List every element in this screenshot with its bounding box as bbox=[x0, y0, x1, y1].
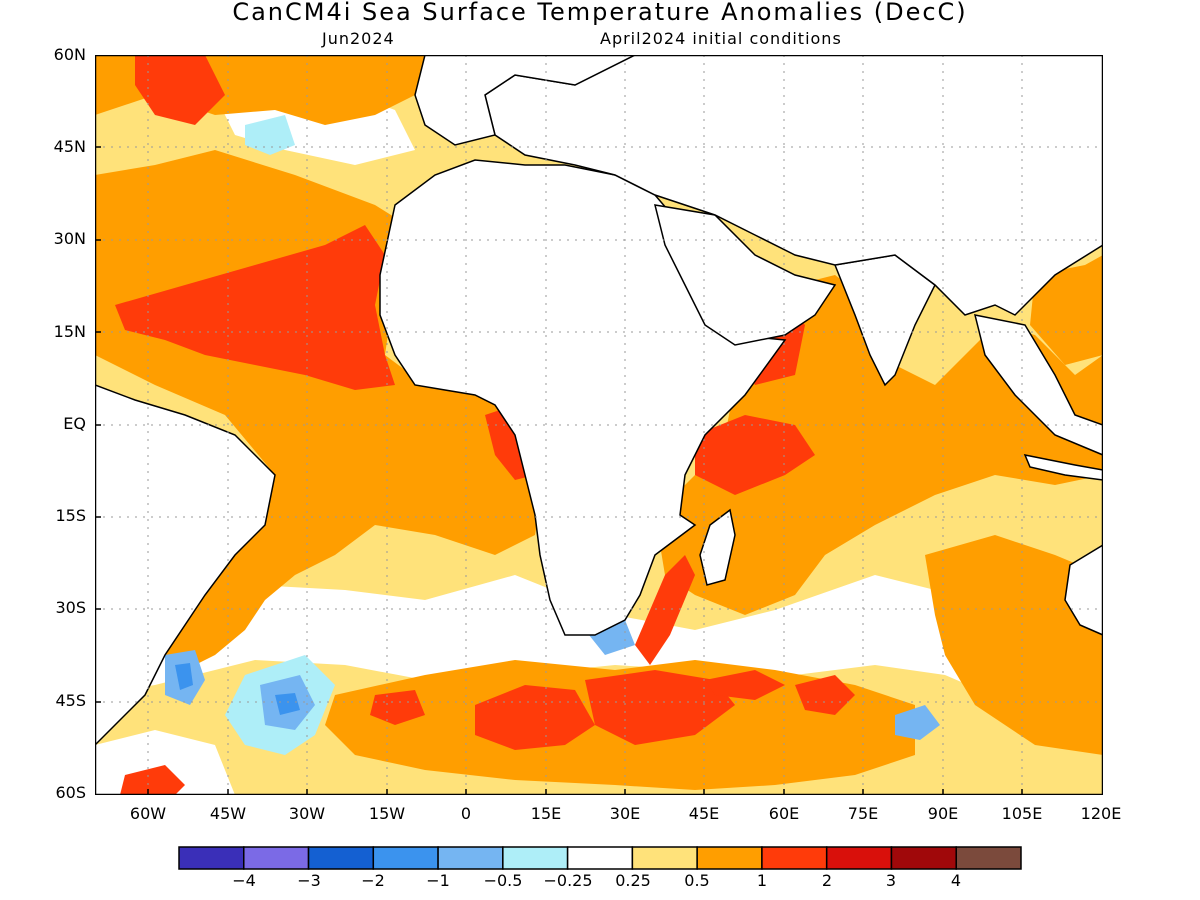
lat-label-30s: 30S bbox=[55, 598, 86, 617]
colorbar-swatch bbox=[307, 846, 375, 870]
lon-label-45e: 45E bbox=[688, 804, 720, 823]
hot-southern-1 bbox=[475, 685, 595, 750]
hot-equatorial-indian bbox=[695, 415, 815, 495]
lon-label-120e: 120E bbox=[1080, 804, 1122, 823]
lon-label-15e: 15E bbox=[530, 804, 562, 823]
colorbar-label: −4 bbox=[232, 871, 256, 890]
colorbar-label: −1 bbox=[426, 871, 450, 890]
lon-label-0: 0 bbox=[460, 804, 472, 823]
lon-label-15w: 15W bbox=[368, 804, 406, 823]
sst-anomaly-map bbox=[95, 55, 1103, 795]
lat-label-60s: 60S bbox=[55, 783, 86, 802]
colorbar-label: 2 bbox=[821, 871, 833, 890]
colorbar-label: 0.5 bbox=[684, 871, 710, 890]
colorbar-label: −2 bbox=[361, 871, 385, 890]
colorbar-swatch bbox=[696, 846, 763, 870]
colorbar-label: −0.5 bbox=[483, 871, 523, 890]
colorbar-label: 4 bbox=[950, 871, 962, 890]
colorbar-label: 3 bbox=[885, 871, 897, 890]
hot-tropical-north-atlantic bbox=[115, 225, 395, 390]
land-arabia bbox=[653, 204, 837, 346]
land-south-america bbox=[95, 384, 276, 747]
colorbar-swatch bbox=[243, 846, 310, 870]
warm-south-indian bbox=[925, 535, 1103, 755]
cool-south-atlantic-3 bbox=[275, 693, 300, 715]
hot-southern-4 bbox=[795, 675, 855, 715]
hot-southern-5 bbox=[370, 690, 425, 725]
lon-label-90e: 90E bbox=[927, 804, 959, 823]
colorbar-swatch bbox=[955, 846, 1022, 870]
grid-lines bbox=[95, 55, 1103, 795]
colorbar-label: −0.25 bbox=[543, 871, 593, 890]
lat-label-60n: 60N bbox=[53, 45, 86, 64]
colorbar-swatch bbox=[890, 846, 957, 870]
colorbar-label: −3 bbox=[297, 871, 321, 890]
lon-label-45w: 45W bbox=[209, 804, 247, 823]
colorbar-swatch bbox=[178, 846, 245, 870]
lon-label-30w: 30W bbox=[288, 804, 326, 823]
colorbar-label: 0.25 bbox=[615, 871, 651, 890]
lon-label-75e: 75E bbox=[847, 804, 879, 823]
hot-north-atlantic-patch bbox=[135, 55, 225, 125]
valid-month-label: Jun2024 bbox=[322, 29, 395, 48]
colorbar-swatch bbox=[631, 846, 698, 870]
hot-southern-2 bbox=[585, 670, 735, 745]
lat-label-45n: 45N bbox=[53, 137, 86, 156]
land-madagascar bbox=[699, 508, 736, 586]
land-indonesia bbox=[1023, 453, 1103, 481]
lat-label-45s: 45S bbox=[55, 691, 86, 710]
land-southeast-asia bbox=[973, 314, 1103, 456]
lat-label-eq: EQ bbox=[63, 414, 86, 433]
colorbar-swatch bbox=[437, 846, 504, 870]
land-europe bbox=[414, 55, 636, 146]
lat-label-30n: 30N bbox=[53, 229, 86, 248]
axis-ticks bbox=[95, 146, 1023, 795]
colorbar-swatch bbox=[761, 846, 828, 870]
chart-title: CanCM4i Sea Surface Temperature Anomalie… bbox=[232, 0, 968, 26]
hot-southern-3 bbox=[705, 670, 785, 700]
colorbar-swatch bbox=[502, 846, 569, 870]
init-conditions-label: April2024 initial conditions bbox=[600, 29, 842, 48]
lon-label-60e: 60E bbox=[768, 804, 800, 823]
cool-argentina-core bbox=[175, 663, 193, 690]
colorbar-swatch bbox=[825, 846, 893, 870]
lat-label-15s: 15S bbox=[55, 506, 86, 525]
lon-label-60w: 60W bbox=[129, 804, 167, 823]
land-australia bbox=[1064, 544, 1103, 636]
colorbar-swatch bbox=[372, 846, 439, 870]
cool-south-indian bbox=[895, 705, 940, 740]
lon-label-105e: 105E bbox=[1001, 804, 1043, 823]
lat-label-15n: 15N bbox=[53, 322, 86, 341]
lon-label-30e: 30E bbox=[609, 804, 641, 823]
colorbar bbox=[178, 846, 1022, 870]
colorbar-swatch bbox=[566, 846, 634, 870]
colorbar-label: 1 bbox=[756, 871, 768, 890]
hot-sw-atlantic bbox=[120, 765, 185, 795]
hot-agulhas bbox=[635, 555, 695, 665]
cool-nw-atlantic bbox=[245, 115, 295, 155]
